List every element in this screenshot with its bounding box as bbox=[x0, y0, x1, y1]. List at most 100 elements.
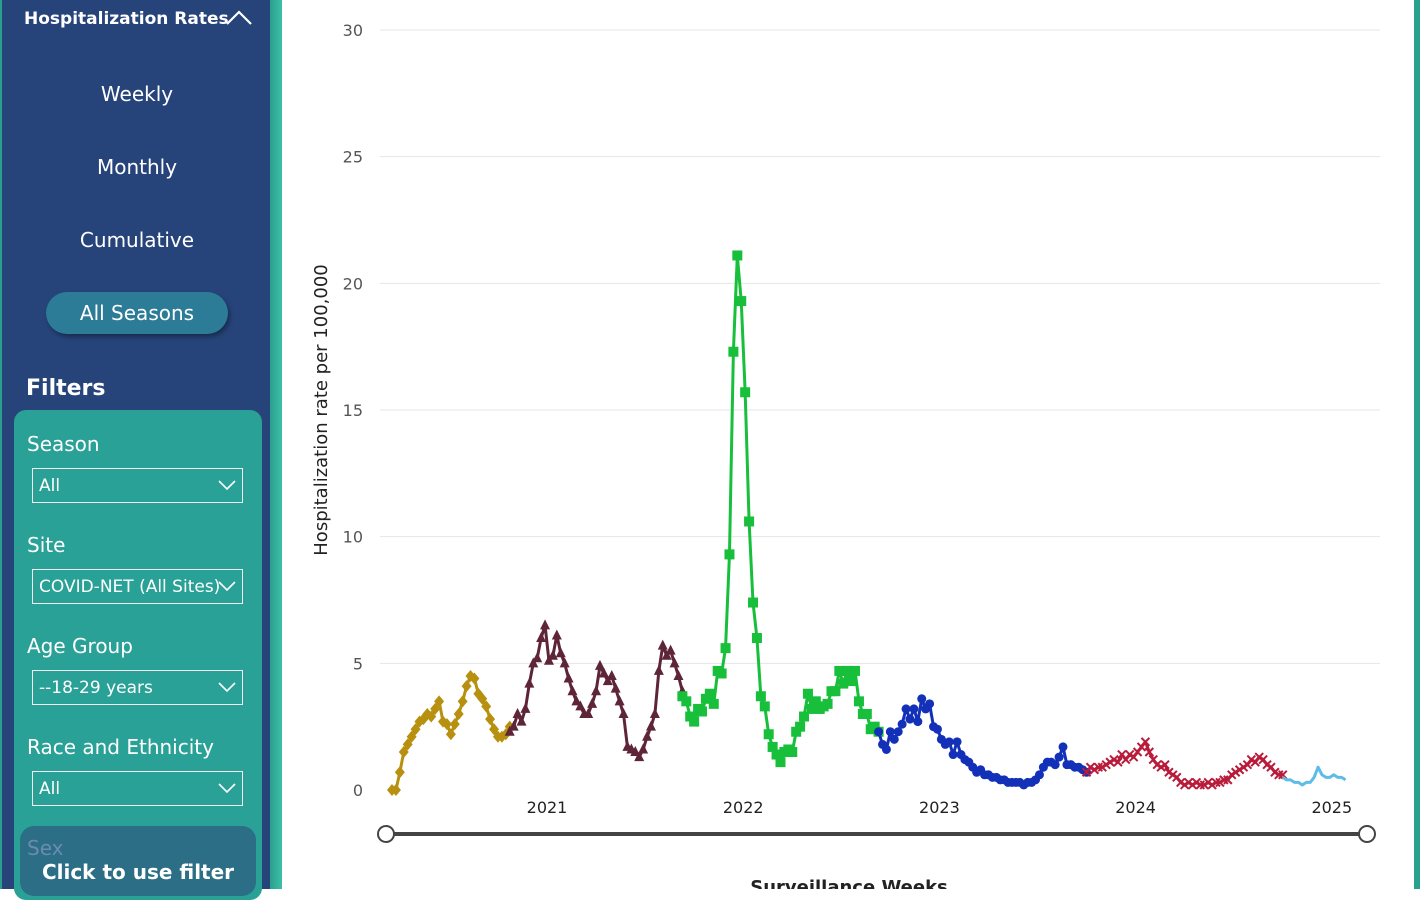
all-seasons-button[interactable]: All Seasons bbox=[46, 292, 228, 334]
chevron-up-icon[interactable] bbox=[224, 6, 254, 28]
data-point bbox=[822, 698, 833, 709]
x-axis-ticks: 2021 2022 2023 2024 2025 bbox=[527, 798, 1353, 817]
data-point bbox=[681, 696, 692, 707]
data-point bbox=[775, 757, 786, 768]
data-point bbox=[881, 744, 891, 754]
series-group bbox=[387, 250, 1347, 796]
race-ethnicity-select[interactable]: All bbox=[32, 771, 243, 806]
data-point bbox=[481, 700, 492, 713]
season-select-value: All bbox=[39, 476, 61, 496]
data-point bbox=[685, 711, 696, 722]
data-point bbox=[591, 685, 602, 696]
data-point bbox=[536, 632, 547, 642]
data-point bbox=[657, 639, 668, 650]
y-axis-label: Hospitalization rate per 100,000 bbox=[311, 264, 332, 555]
data-point bbox=[913, 717, 923, 727]
sidebar-title: Hospitalization Rates bbox=[24, 9, 229, 29]
data-point bbox=[583, 708, 594, 718]
data-point bbox=[563, 672, 574, 683]
data-point bbox=[932, 724, 942, 734]
data-point bbox=[952, 737, 962, 747]
data-point bbox=[524, 677, 535, 688]
data-point bbox=[897, 719, 907, 729]
data-point bbox=[402, 738, 413, 751]
data-point bbox=[669, 657, 680, 668]
data-point bbox=[516, 715, 527, 726]
data-point bbox=[799, 711, 810, 722]
data-point bbox=[665, 644, 676, 655]
right-edge bbox=[1414, 0, 1420, 889]
data-point bbox=[850, 665, 861, 676]
data-point bbox=[704, 688, 715, 699]
data-point bbox=[512, 708, 523, 718]
data-point bbox=[598, 667, 609, 678]
x-tick-label: 2022 bbox=[723, 798, 764, 817]
data-point bbox=[602, 675, 613, 686]
data-point bbox=[944, 737, 954, 747]
data-point bbox=[528, 657, 539, 668]
data-point bbox=[449, 718, 460, 731]
data-point bbox=[587, 697, 598, 708]
data-point bbox=[426, 710, 437, 723]
age-group-select-value: --18-29 years bbox=[39, 678, 153, 698]
y-tick-label: 15 bbox=[343, 401, 363, 420]
data-point bbox=[649, 708, 660, 718]
chevron-down-icon bbox=[218, 783, 236, 794]
data-point bbox=[787, 747, 798, 757]
data-point bbox=[504, 725, 515, 736]
nav-weekly[interactable]: Weekly bbox=[100, 82, 174, 106]
data-point bbox=[917, 694, 927, 704]
y-tick-label: 5 bbox=[353, 654, 363, 673]
x-tick-label: 2023 bbox=[919, 798, 960, 817]
data-point bbox=[755, 691, 766, 702]
data-point bbox=[410, 723, 421, 736]
season-select[interactable]: All bbox=[32, 468, 243, 503]
data-point bbox=[901, 704, 911, 714]
data-point bbox=[751, 633, 762, 643]
x-tick-label: 2021 bbox=[527, 798, 568, 817]
data-point bbox=[724, 549, 735, 560]
x-axis-label: Surveillance Weeks bbox=[750, 877, 948, 889]
data-point bbox=[489, 723, 500, 736]
chevron-down-icon bbox=[218, 581, 236, 592]
site-label: Site bbox=[27, 533, 66, 557]
data-point bbox=[394, 766, 405, 779]
y-axis-ticks: 0 5 10 15 20 25 30 bbox=[343, 21, 363, 800]
nav-monthly[interactable]: Monthly bbox=[96, 155, 178, 179]
data-point bbox=[406, 730, 417, 743]
data-point bbox=[885, 727, 895, 737]
data-point bbox=[905, 714, 915, 724]
data-point bbox=[759, 701, 770, 712]
age-group-select[interactable]: --18-29 years bbox=[32, 670, 243, 705]
data-point bbox=[795, 721, 806, 732]
data-point bbox=[771, 749, 782, 760]
data-point bbox=[547, 649, 558, 660]
data-point bbox=[869, 721, 880, 732]
data-point bbox=[696, 706, 707, 717]
data-point bbox=[673, 670, 684, 680]
race-ethnicity-label: Race and Ethnicity bbox=[27, 735, 214, 759]
data-point bbox=[802, 688, 813, 699]
data-point bbox=[716, 668, 727, 679]
nav-cumulative[interactable]: Cumulative bbox=[79, 228, 195, 252]
data-point bbox=[842, 665, 853, 676]
series-line-3 bbox=[681, 253, 880, 764]
range-slider-handle-start[interactable] bbox=[377, 825, 395, 843]
chevron-down-icon bbox=[218, 682, 236, 693]
grid bbox=[380, 29, 1380, 664]
data-point bbox=[893, 727, 903, 737]
y-tick-label: 0 bbox=[353, 781, 363, 800]
data-point bbox=[606, 670, 617, 680]
sidebar-edge bbox=[270, 0, 282, 889]
site-select[interactable]: COVID-NET (All Sites) bbox=[32, 569, 243, 604]
data-point bbox=[567, 685, 578, 696]
range-slider-handle-end[interactable] bbox=[1358, 825, 1376, 843]
data-point bbox=[1140, 737, 1151, 747]
data-point bbox=[689, 716, 700, 727]
filter-tooltip-overlay[interactable] bbox=[20, 826, 256, 896]
data-point bbox=[461, 680, 472, 693]
data-point bbox=[434, 695, 445, 708]
data-point bbox=[559, 657, 570, 668]
data-point bbox=[555, 647, 566, 658]
